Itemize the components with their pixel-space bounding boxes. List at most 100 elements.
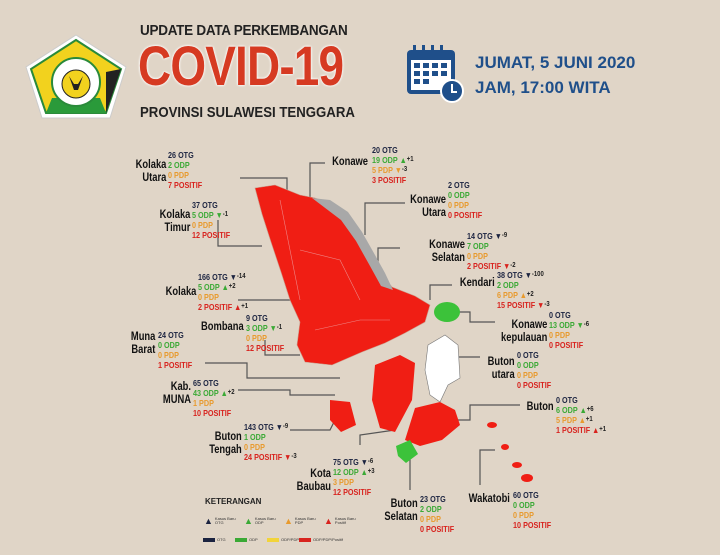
stat-value: 0: [420, 514, 425, 524]
stat-label: POSITIF: [454, 210, 483, 220]
stat-label: OTG: [202, 200, 218, 210]
stat-value: 23: [420, 494, 429, 504]
stat-otg: 9 OTG: [246, 313, 284, 323]
legend-swatch-item: OTG: [203, 538, 226, 542]
region-name: Buton Tengah: [209, 430, 242, 456]
legend-arrow-item: ▲ Kasus Baru Positif: [324, 516, 357, 526]
stat-label: PDP: [252, 333, 267, 343]
province-logo: [25, 34, 127, 119]
stat-otg: 23 OTG: [420, 494, 454, 504]
stat-value: 1: [193, 398, 198, 408]
legend-label: Kasus Baru PDP: [294, 516, 316, 525]
stat-value: 0: [198, 292, 203, 302]
stat-value: 10: [513, 520, 522, 530]
region-name: Buton utara: [488, 355, 515, 381]
stat-pdp: 0 PDP: [467, 251, 516, 261]
region-name-line: Utara: [422, 205, 446, 219]
stat-label: PDP: [454, 200, 469, 210]
stat-label: OTG: [507, 270, 523, 280]
stat-value: 24: [244, 452, 253, 462]
stat-label: PDP: [250, 442, 265, 452]
stat-value: 0: [517, 350, 522, 360]
stat-pdp: 0 PDP: [448, 200, 482, 210]
map-region-konawe-utara: [312, 198, 393, 290]
stat-otg: 0 OTG: [549, 310, 589, 320]
stat-pdp: 0 PDP: [168, 170, 202, 180]
stat-otg: 14 OTG ▼-9: [467, 231, 516, 241]
stat-label: PDP: [503, 290, 518, 300]
map-region-buton-utara: [424, 334, 461, 403]
page-title: COVID-19: [138, 34, 344, 97]
stat-value: 19: [372, 155, 381, 165]
connector-lines: [205, 162, 520, 490]
stat-label: POSITIF: [562, 425, 591, 435]
stat-value: 75: [333, 457, 342, 467]
stat-change: -2: [510, 262, 516, 269]
arrow-up-icon: ▲: [397, 155, 407, 165]
arrow-up-icon: ▲: [577, 405, 587, 415]
legend-title: KETERANGAN: [205, 497, 262, 506]
stat-change: +6: [586, 406, 594, 413]
stat-label: OTG: [523, 350, 539, 360]
stat-pos: 3 POSITIF: [372, 175, 414, 185]
arrow-up-icon: ▲: [219, 282, 229, 292]
stat-label: ODP: [382, 155, 398, 165]
stat-change: -9: [282, 423, 289, 430]
legend-label: OTG: [217, 537, 226, 542]
stat-otg: 0 OTG: [517, 350, 551, 360]
legend-label: ODP/PDP: [281, 537, 300, 542]
stat-value: 143: [244, 422, 257, 432]
stat-label: PDP: [198, 220, 213, 230]
region-name-line: Selatan: [384, 509, 418, 523]
stat-change: +2: [227, 389, 235, 396]
stat-value: 2: [467, 261, 472, 271]
stat-label: PDP: [519, 510, 534, 520]
region-figures: 0 OTG 0 ODP 0 PDP 0 POSITIF: [517, 350, 551, 390]
stat-pos: 1 POSITIF ▲+1: [556, 425, 606, 435]
stat-pos: 2 POSITIF ▼-2: [467, 261, 516, 271]
region-name-line: Buton: [487, 354, 515, 368]
region-name: Konawe: [332, 155, 368, 168]
region-name: Kota Baubau: [297, 467, 331, 493]
stat-pos: 15 POSITIF ▼-3: [497, 300, 550, 310]
stat-label: POSITIF: [507, 300, 536, 310]
stat-label: PDP: [164, 350, 179, 360]
arrow-up-icon: ▲: [517, 290, 527, 300]
region-figures: 26 OTG 2 ODP 0 PDP 7 POSITIF: [168, 150, 202, 190]
legend-label: Kasus Baru ODP: [254, 516, 276, 525]
region-figures: 14 OTG ▼-9 7 ODP 0 PDP 2 POSITIF ▼-2: [467, 231, 516, 271]
stat-label: ODP: [519, 500, 535, 510]
stat-value: 0: [158, 350, 163, 360]
region-figures: 9 OTG 3 ODP ▼-1 0 PDP 12 POSITIF: [246, 313, 284, 353]
stat-value: 3: [372, 175, 377, 185]
stat-pdp: 0 PDP: [198, 292, 248, 302]
legend-label: Kasus Baru OTG: [214, 516, 236, 525]
stat-odp: 13 ODP ▼-6: [549, 320, 589, 330]
region-name: Konawe Utara: [410, 193, 446, 219]
stat-value: 0: [549, 310, 554, 320]
stat-label: OTG: [343, 457, 359, 467]
region-name-line: Baubau: [296, 479, 331, 493]
stat-label: OTG: [562, 395, 578, 405]
stat-value: 0: [517, 370, 522, 380]
region-name-line: kepulauan: [500, 330, 547, 344]
stat-label: OTG: [555, 310, 571, 320]
stat-pos: 0 POSITIF: [517, 380, 551, 390]
stat-label: ODP: [562, 405, 578, 415]
stat-pdp: 1 PDP: [193, 398, 235, 408]
region-figures: 166 OTG ▼-14 5 ODP ▲+2 0 PDP 2 POSITIF ▲+1: [198, 272, 248, 312]
stat-label: ODP: [174, 160, 190, 170]
stat-pos: 12 POSITIF: [192, 230, 230, 240]
stat-pdp: 0 PDP: [158, 350, 192, 360]
stat-change: +3: [367, 468, 375, 475]
stat-label: ODP: [204, 282, 220, 292]
stat-change: -9: [501, 232, 508, 239]
stat-pos: 7 POSITIF: [168, 180, 202, 190]
region-name-line: Muna: [130, 329, 155, 343]
stat-value: 65: [193, 378, 202, 388]
stat-value: 20: [372, 145, 381, 155]
stat-pdp: 0 PDP: [517, 370, 551, 380]
stat-label: OTG: [168, 330, 184, 340]
stat-value: 0: [517, 360, 522, 370]
stat-pdp: 0 PDP: [420, 514, 454, 524]
